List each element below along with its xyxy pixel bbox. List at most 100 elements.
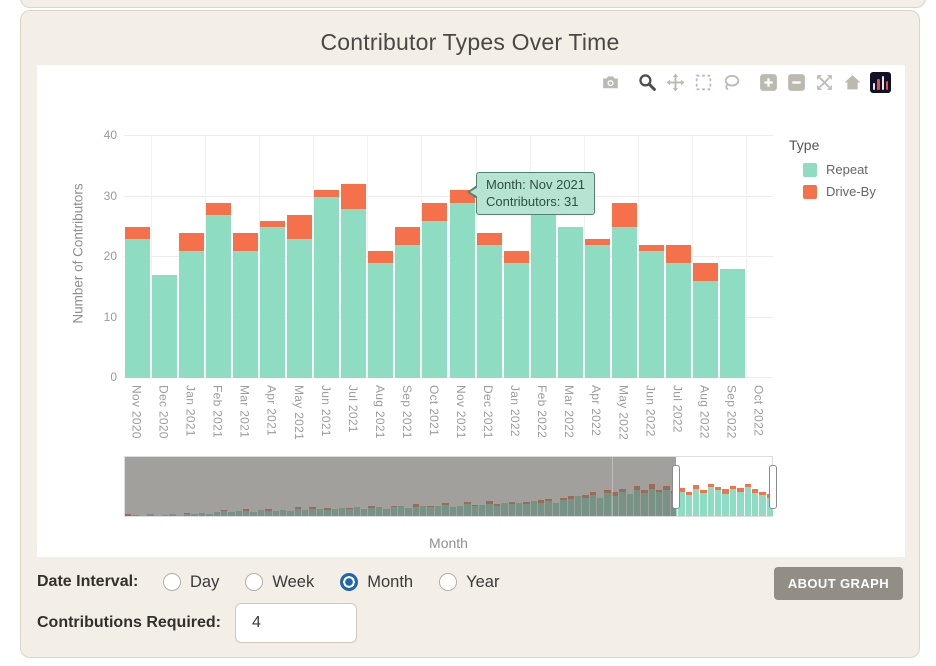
bar-repeat-jun-2022[interactable] bbox=[638, 250, 664, 378]
x-tick-label: Oct 2021 bbox=[426, 385, 441, 437]
bar-drive-by-jan-2022[interactable] bbox=[503, 250, 529, 264]
bar-repeat-oct-2021[interactable] bbox=[422, 220, 448, 378]
legend-label: Drive-By bbox=[826, 184, 876, 199]
bar-repeat-aug-2021[interactable] bbox=[368, 263, 394, 378]
plotly-logo-icon[interactable] bbox=[870, 72, 891, 93]
gridline-y bbox=[124, 316, 773, 318]
legend-swatch-repeat bbox=[803, 162, 817, 177]
bar-drive-by-sep-2021[interactable] bbox=[395, 226, 421, 245]
bar-drive-by-jul-2021[interactable] bbox=[341, 184, 367, 209]
radio-week[interactable]: Week bbox=[245, 573, 314, 592]
bar-repeat-feb-2022[interactable] bbox=[530, 208, 556, 378]
range-slider[interactable] bbox=[124, 456, 777, 517]
bar-drive-by-nov-2020[interactable] bbox=[125, 226, 151, 239]
x-tick-label: Jun 2021 bbox=[318, 385, 333, 437]
x-tick-label: Jan 2022 bbox=[508, 385, 523, 437]
radio-label: Day bbox=[190, 572, 220, 591]
y-tick-label: 10 bbox=[103, 309, 117, 324]
bar-repeat-jul-2022[interactable] bbox=[665, 263, 691, 378]
slider-bar-cap bbox=[685, 491, 692, 495]
slider-unselected-mask bbox=[125, 457, 677, 516]
bar-repeat-dec-2021[interactable] bbox=[476, 244, 502, 378]
legend-item-repeat[interactable]: Repeat bbox=[803, 162, 876, 177]
legend-item-drive-by[interactable]: Drive-By bbox=[803, 184, 876, 199]
bar-repeat-jan-2022[interactable] bbox=[503, 263, 529, 378]
bar-drive-by-dec-2021[interactable] bbox=[476, 232, 502, 245]
bar-repeat-sep-2021[interactable] bbox=[395, 244, 421, 378]
reset-home-icon[interactable] bbox=[842, 72, 863, 93]
lasso-icon[interactable] bbox=[721, 72, 742, 93]
tooltip-contributors: Contributors: 31 bbox=[486, 194, 579, 209]
bar-repeat-nov-2020[interactable] bbox=[125, 238, 151, 378]
bar-drive-by-oct-2021[interactable] bbox=[422, 202, 448, 221]
radio-circle-month[interactable] bbox=[340, 573, 359, 591]
gridline-x bbox=[367, 136, 369, 378]
radio-circle-week[interactable] bbox=[245, 573, 264, 591]
slider-bar bbox=[707, 487, 714, 516]
autoscale-icon[interactable] bbox=[814, 72, 835, 93]
plot-area[interactable]: Month: Nov 2021 Contributors: 31 bbox=[124, 135, 773, 378]
bar-drive-by-feb-2021[interactable] bbox=[206, 202, 232, 215]
bar-drive-by-may-2021[interactable] bbox=[287, 214, 313, 239]
x-tick-label: Jun 2022 bbox=[643, 385, 658, 437]
bar-drive-by-aug-2021[interactable] bbox=[368, 250, 394, 264]
slider-handle-left[interactable] bbox=[672, 465, 681, 509]
radio-year[interactable]: Year bbox=[439, 573, 499, 592]
x-tick-label: Jul 2022 bbox=[670, 385, 685, 433]
bar-repeat-nov-2021[interactable] bbox=[449, 202, 475, 378]
radio-circle-year[interactable] bbox=[439, 573, 458, 591]
radio-circle-day[interactable] bbox=[163, 573, 181, 591]
bar-repeat-sep-2022[interactable] bbox=[719, 269, 745, 378]
box-select-icon[interactable] bbox=[693, 72, 714, 93]
slider-bar bbox=[729, 488, 737, 516]
contributions-input[interactable] bbox=[234, 603, 357, 643]
bar-repeat-apr-2021[interactable] bbox=[260, 226, 286, 378]
about-graph-button[interactable]: ABOUT GRAPH bbox=[773, 567, 903, 600]
y-tick-label: 30 bbox=[103, 188, 117, 203]
slider-bar-cap bbox=[729, 485, 737, 489]
slider-bar-cap bbox=[678, 487, 685, 492]
radio-month[interactable]: Month bbox=[340, 573, 413, 592]
plotly-modebar bbox=[600, 72, 891, 93]
bar-drive-by-aug-2022[interactable] bbox=[692, 263, 718, 282]
slider-bar-cap bbox=[744, 484, 751, 487]
camera-icon[interactable] bbox=[600, 72, 621, 93]
bar-repeat-feb-2021[interactable] bbox=[206, 214, 232, 378]
x-tick-label: May 2021 bbox=[291, 385, 306, 441]
bar-repeat-jul-2021[interactable] bbox=[341, 208, 367, 378]
radio-day[interactable]: Day bbox=[163, 573, 219, 592]
y-tick-label: 40 bbox=[103, 128, 117, 142]
gridline-x bbox=[205, 136, 207, 378]
x-tick-label: Aug 2021 bbox=[372, 385, 387, 439]
x-tick-label: Apr 2022 bbox=[589, 385, 604, 437]
date-interval-row: Date Interval: Day Week Month Year bbox=[37, 564, 499, 600]
bar-repeat-apr-2022[interactable] bbox=[584, 244, 610, 378]
bar-drive-by-apr-2021[interactable] bbox=[260, 220, 286, 227]
bar-drive-by-may-2022[interactable] bbox=[611, 202, 637, 227]
slider-bar bbox=[751, 492, 759, 516]
slider-bar bbox=[722, 494, 729, 516]
bar-repeat-mar-2021[interactable] bbox=[233, 250, 259, 378]
bar-drive-by-jan-2021[interactable] bbox=[179, 232, 205, 251]
slider-handle-right[interactable] bbox=[769, 465, 777, 509]
slider-bar-cap bbox=[715, 487, 722, 491]
zoom-icon[interactable] bbox=[637, 72, 658, 93]
bar-drive-by-jul-2022[interactable] bbox=[665, 244, 691, 264]
bar-repeat-jun-2021[interactable] bbox=[314, 196, 340, 378]
bar-repeat-mar-2022[interactable] bbox=[557, 226, 583, 378]
bar-drive-by-jun-2022[interactable] bbox=[638, 244, 664, 251]
bar-repeat-may-2022[interactable] bbox=[611, 226, 637, 378]
zoom-in-icon[interactable] bbox=[758, 72, 779, 93]
x-tick-label: May 2022 bbox=[616, 385, 631, 441]
chart-card: Number of Contributors 0 10 20 30 40 Month: … bbox=[37, 65, 905, 557]
gridline-x bbox=[691, 136, 693, 378]
bar-drive-by-mar-2021[interactable] bbox=[233, 232, 259, 251]
bar-drive-by-apr-2022[interactable] bbox=[584, 238, 610, 245]
bar-repeat-jan-2021[interactable] bbox=[179, 250, 205, 378]
zoom-out-icon[interactable] bbox=[786, 72, 807, 93]
bar-repeat-aug-2022[interactable] bbox=[692, 281, 718, 378]
bar-repeat-dec-2020[interactable] bbox=[152, 275, 178, 378]
bar-repeat-may-2021[interactable] bbox=[287, 238, 313, 378]
bar-drive-by-jun-2021[interactable] bbox=[314, 190, 340, 197]
pan-icon[interactable] bbox=[665, 72, 686, 93]
